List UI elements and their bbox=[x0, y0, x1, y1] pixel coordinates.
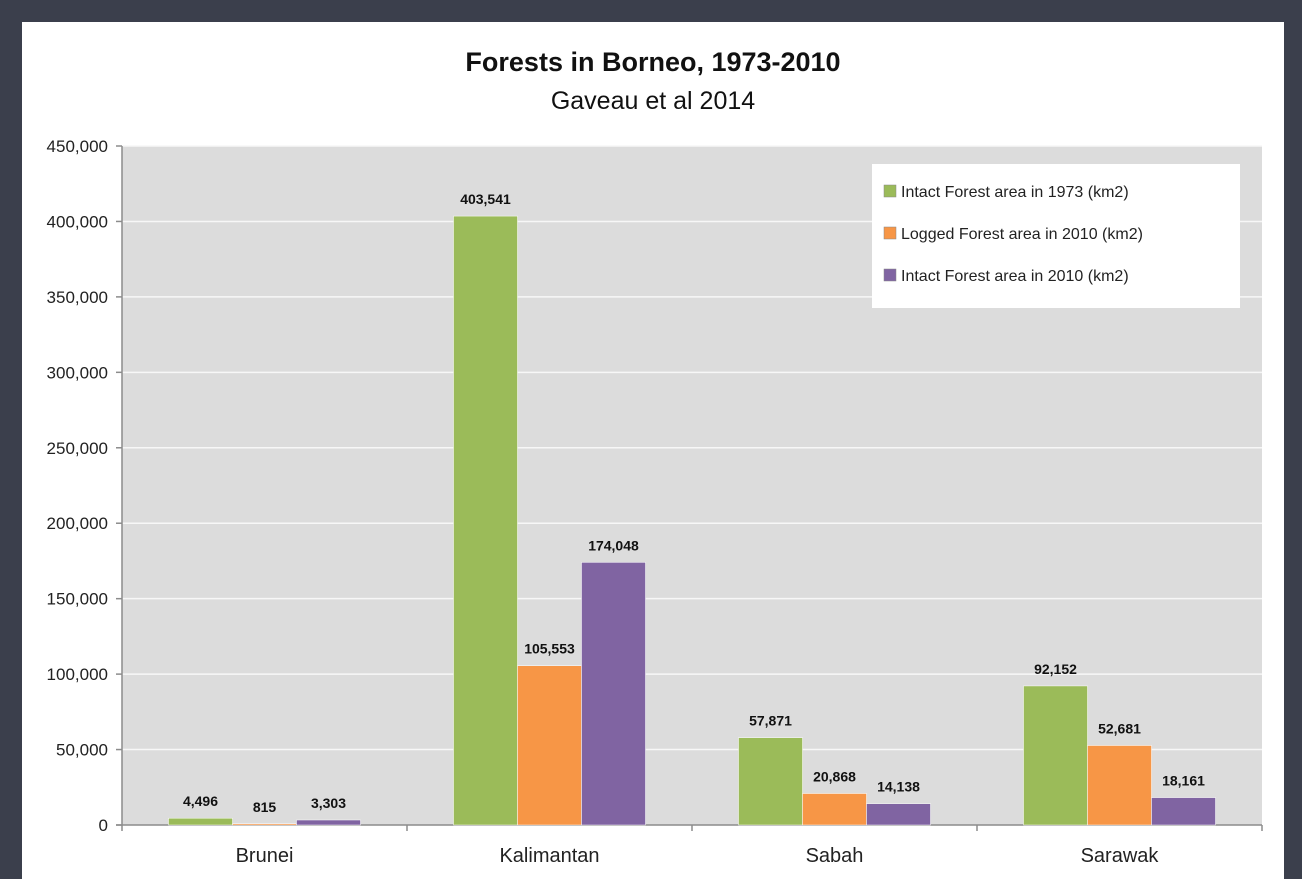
data-labels: 4,496 815 3,303 403,541 105,553 174,048 57,871… bbox=[183, 191, 1205, 815]
y-tick-label: 100,000 bbox=[47, 665, 108, 684]
y-tick-label: 0 bbox=[99, 816, 108, 835]
bar bbox=[168, 817, 233, 826]
legend-entry: Intact Forest area in 2010 (km2) bbox=[901, 268, 1129, 285]
legend-entry: Intact Forest area in 1973 (km2) bbox=[901, 184, 1129, 201]
x-category-label: Brunei bbox=[236, 845, 294, 867]
bar-chart: Forests in Borneo, 1973-2010 Gaveau et a… bbox=[47, 47, 1263, 867]
data-label: 18,161 bbox=[1162, 773, 1205, 789]
y-tick-label: 450,000 bbox=[47, 137, 108, 156]
data-label: 174,048 bbox=[588, 537, 639, 553]
bar bbox=[453, 215, 518, 826]
chart-title: Forests in Borneo, 1973-2010 bbox=[465, 47, 840, 77]
x-category-label: Sabah bbox=[806, 845, 864, 867]
legend-box bbox=[872, 164, 1240, 308]
chart-subtitle: Gaveau et al 2014 bbox=[551, 87, 755, 115]
bar bbox=[802, 793, 867, 826]
y-tick-label: 350,000 bbox=[47, 288, 108, 307]
data-label: 52,681 bbox=[1098, 721, 1141, 737]
legend-swatch bbox=[883, 184, 897, 198]
y-tick-label: 250,000 bbox=[47, 439, 108, 458]
y-tick-label: 300,000 bbox=[47, 363, 108, 382]
bars bbox=[168, 215, 1216, 826]
bar bbox=[738, 737, 803, 826]
data-label: 57,871 bbox=[749, 713, 792, 729]
bar bbox=[232, 823, 297, 826]
y-axis-tick-labels: 0 50,000 100,000 150,000 200,000 250,000 300,0… bbox=[47, 137, 108, 835]
chart-panel: Forests in Borneo, 1973-2010 Gaveau et a… bbox=[22, 22, 1284, 879]
legend: Intact Forest area in 1973 (km2) Logged F… bbox=[872, 164, 1240, 308]
x-axis-category-labels: Brunei Kalimantan Sabah Sarawak bbox=[236, 845, 1160, 867]
x-category-label: Kalimantan bbox=[499, 845, 599, 867]
bar bbox=[1151, 797, 1216, 826]
legend-swatch bbox=[883, 226, 897, 240]
bar bbox=[1087, 745, 1152, 826]
y-tick-label: 150,000 bbox=[47, 590, 108, 609]
bar bbox=[581, 562, 646, 826]
bar bbox=[866, 803, 931, 826]
y-tick-label: 200,000 bbox=[47, 514, 108, 533]
data-label: 403,541 bbox=[460, 191, 511, 207]
data-label: 20,868 bbox=[813, 769, 856, 785]
x-category-label: Sarawak bbox=[1081, 845, 1160, 867]
data-label: 815 bbox=[253, 799, 277, 815]
bar bbox=[1023, 685, 1088, 826]
bar bbox=[296, 819, 361, 826]
bar bbox=[517, 665, 582, 826]
data-label: 4,496 bbox=[183, 793, 218, 809]
y-tick-label: 400,000 bbox=[47, 212, 108, 231]
y-tick-label: 50,000 bbox=[56, 741, 108, 760]
legend-entry: Logged Forest area in 2010 (km2) bbox=[901, 226, 1143, 243]
data-label: 14,138 bbox=[877, 779, 920, 795]
data-label: 92,152 bbox=[1034, 661, 1077, 677]
data-label: 3,303 bbox=[311, 795, 346, 811]
legend-swatch bbox=[883, 268, 897, 282]
data-label: 105,553 bbox=[524, 641, 575, 657]
